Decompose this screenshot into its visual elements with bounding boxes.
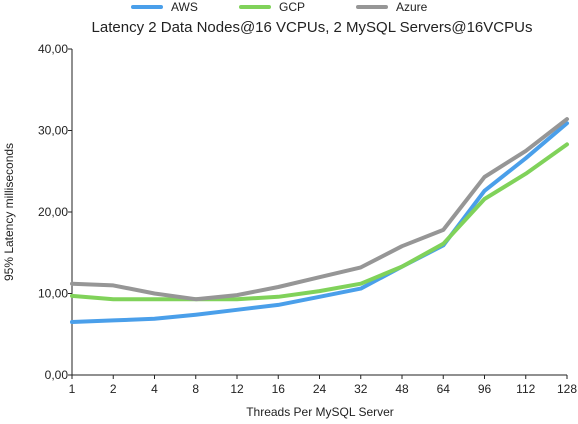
x-tick-label: 64	[437, 382, 451, 396]
x-tick-label: 128	[557, 382, 577, 396]
x-tick-label: 96	[478, 382, 492, 396]
y-tick-label: 30,00	[38, 124, 68, 138]
legend: AWS GCP Azure	[131, 0, 428, 14]
series-line-aws	[70, 121, 569, 324]
x-tick-label: 1	[69, 382, 76, 396]
x-tick-label: 4	[151, 382, 158, 396]
chart-title: Latency 2 Data Nodes@16 VCPUs, 2 MySQL S…	[92, 19, 533, 36]
y-tick-label: 40,00	[38, 42, 68, 56]
x-tick-label: 2	[110, 382, 117, 396]
x-axis-label: Threads Per MySQL Server	[246, 405, 394, 419]
y-tick-label: 10,00	[38, 287, 68, 301]
x-tick-label: 32	[354, 382, 368, 396]
x-tick-label: 48	[395, 382, 409, 396]
series-layer	[70, 117, 569, 324]
x-tick-label: 112	[516, 382, 535, 396]
y-axis-ticks: 0,00 10,00 20,00 30,00 40,00	[38, 42, 72, 382]
x-tick-label: 8	[192, 382, 199, 396]
y-tick-label: 20,00	[38, 205, 68, 219]
y-tick-label: 0,00	[45, 368, 69, 382]
y-axis-label: 95% Latency milliseconds	[2, 143, 16, 281]
x-tick-label: 12	[230, 382, 244, 396]
x-tick-label: 24	[313, 382, 327, 396]
legend-label-azure: Azure	[396, 0, 428, 14]
x-tick-label: 16	[272, 382, 286, 396]
series-line-gcp	[70, 142, 569, 302]
x-axis-ticks: 1 2 4 8 12 16 24 32 48 64 96 112 128	[69, 375, 577, 396]
series-line-azure	[70, 117, 569, 302]
legend-label-gcp: GCP	[279, 0, 305, 14]
legend-label-aws: AWS	[171, 0, 198, 14]
